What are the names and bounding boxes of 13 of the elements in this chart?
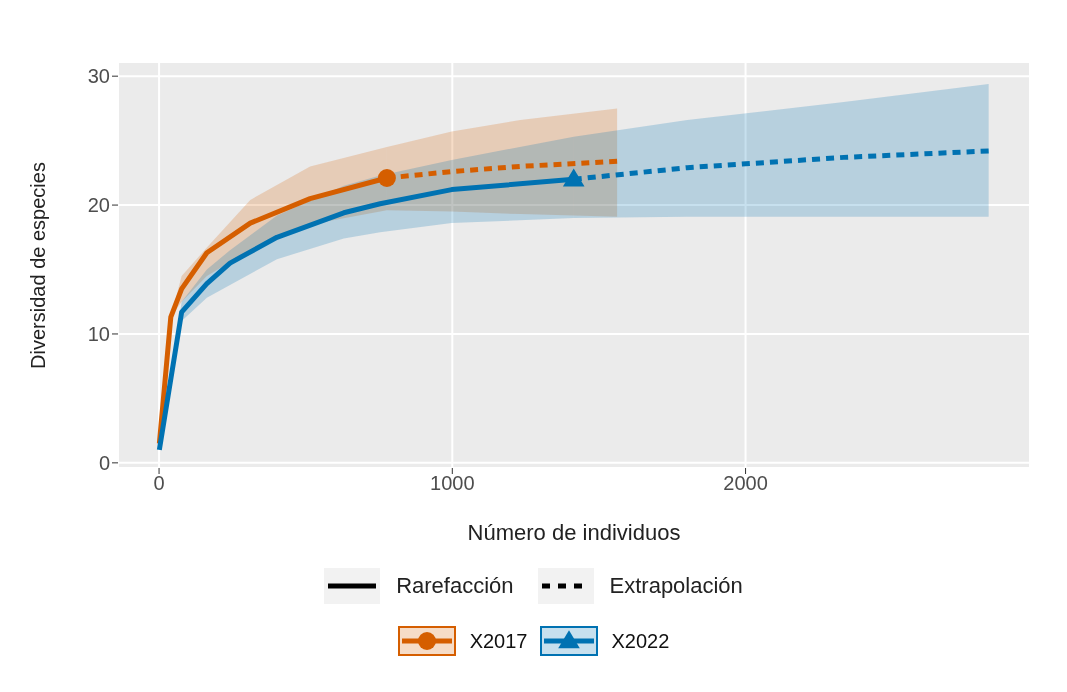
- x-tick-label: 0: [153, 472, 165, 495]
- legend-label: X2017: [469, 629, 528, 653]
- x-tick-label: 1000: [430, 472, 475, 495]
- legend-label: Rarefacción: [396, 573, 514, 599]
- y-tick-label: 0: [98, 451, 110, 474]
- x-tick-label: 2000: [723, 472, 768, 495]
- y-tick-label: 20: [87, 194, 110, 217]
- legend-label: Extrapolación: [609, 573, 743, 599]
- x-axis-title: Número de individuos: [466, 520, 682, 546]
- y-axis-title: Diversidad de especies: [26, 161, 50, 369]
- legend-label: X2022: [611, 629, 670, 653]
- y-tick-label: 30: [87, 65, 110, 88]
- y-tick-label: 10: [87, 323, 110, 346]
